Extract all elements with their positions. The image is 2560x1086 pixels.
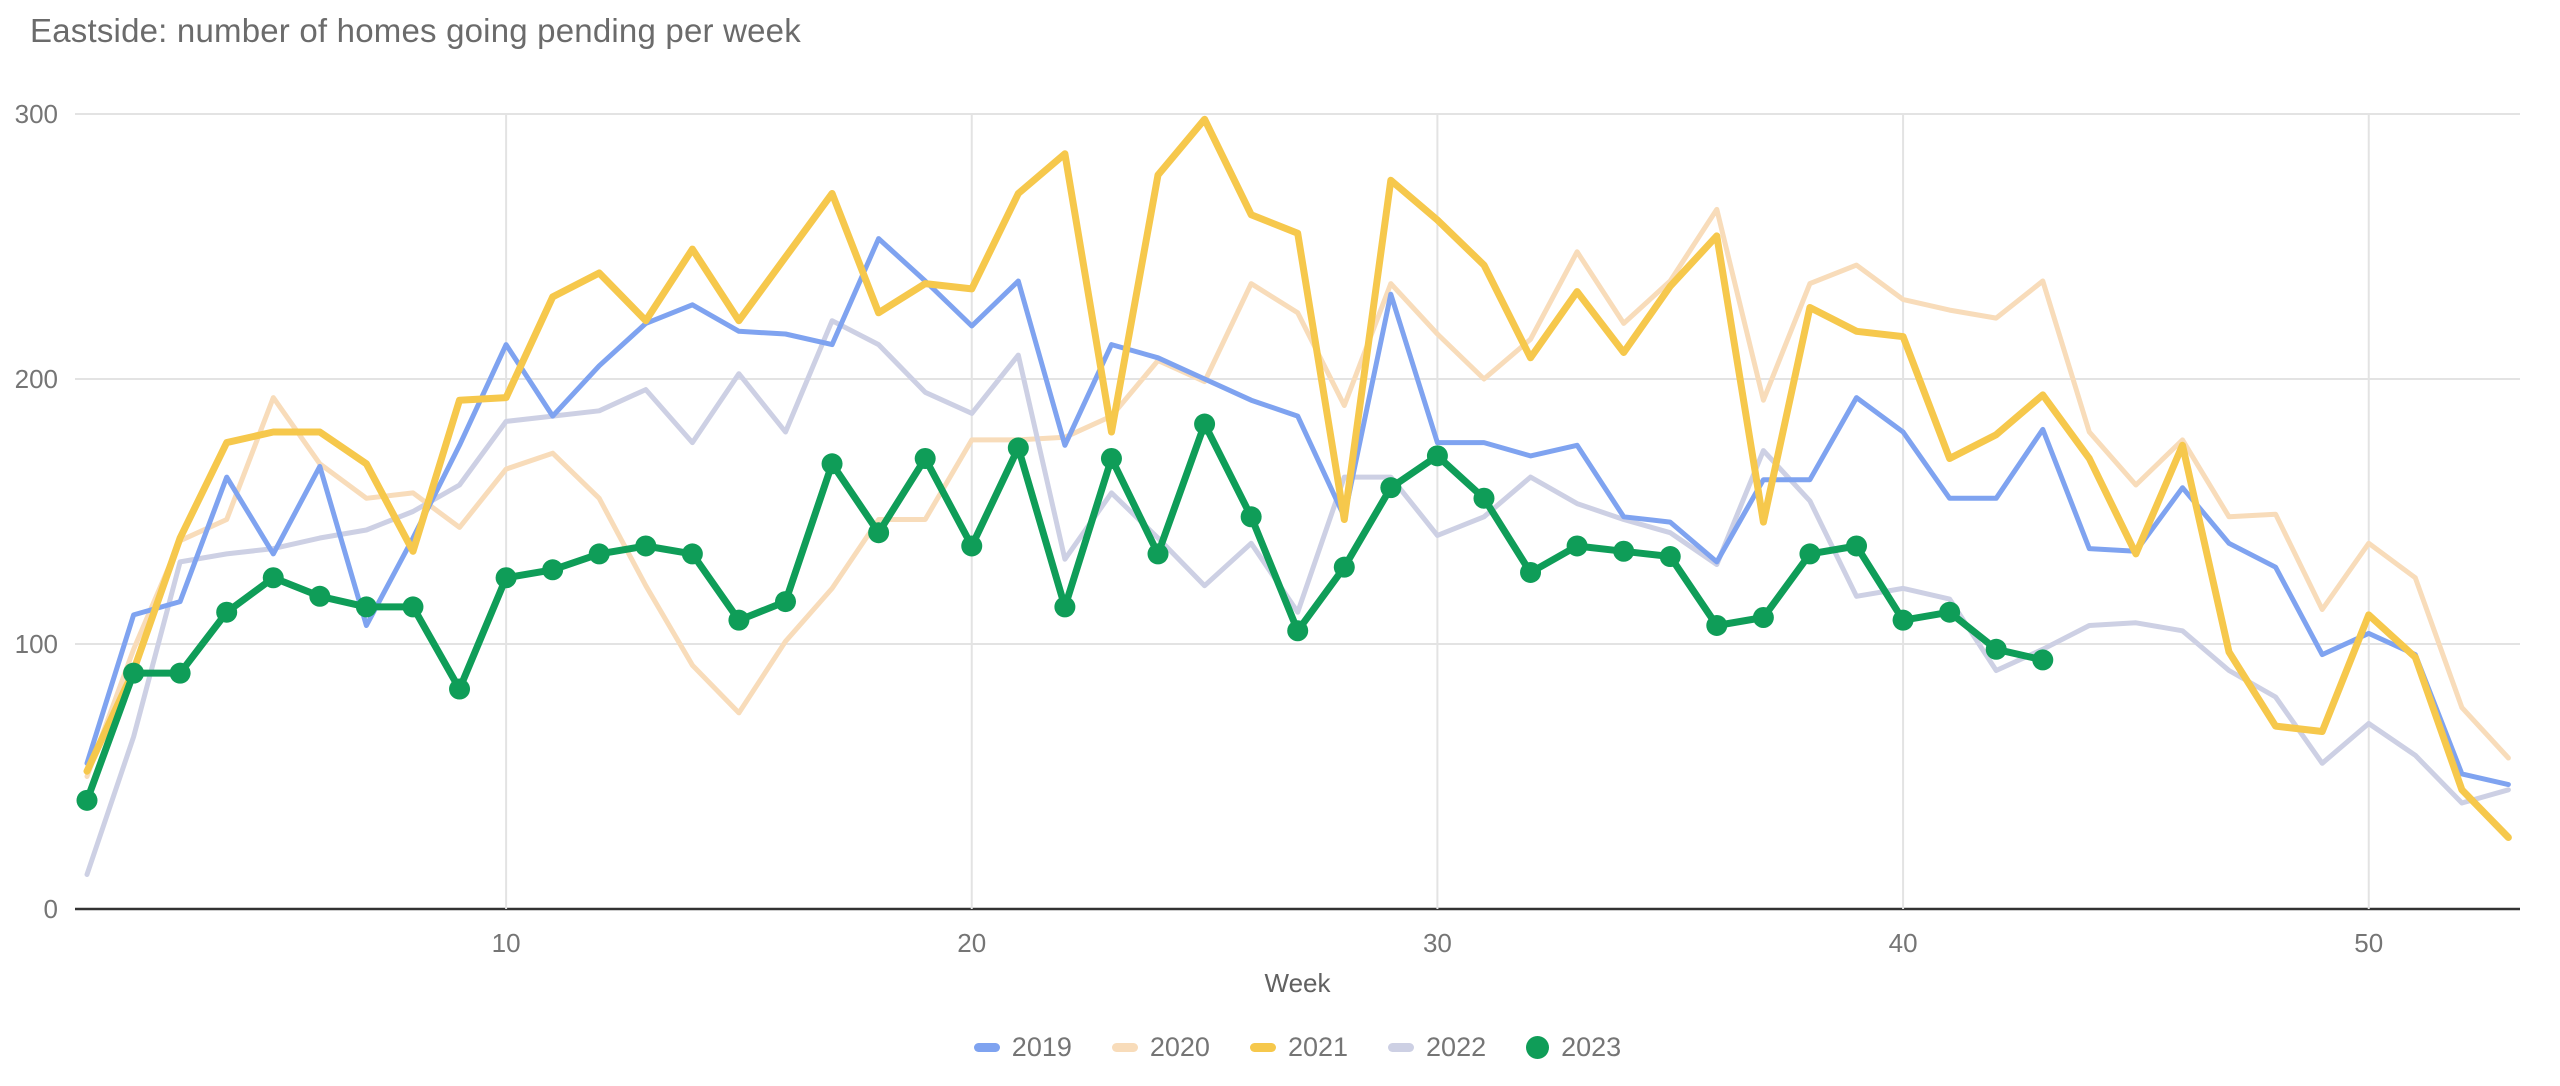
series-point-2023[interactable] (262, 567, 284, 589)
series-point-2023[interactable] (1426, 445, 1448, 467)
legend-label: 2019 (1011, 1032, 1072, 1062)
series-point-2023[interactable] (868, 522, 890, 544)
x-tick-label: 10 (492, 928, 521, 958)
legend: 2019 2020 2021 2022 2023 (75, 1032, 2520, 1063)
legend-label: 2022 (1426, 1032, 1487, 1062)
x-tick-label: 30 (1423, 928, 1452, 958)
series-point-2023[interactable] (216, 601, 238, 623)
y-tick-label: 0 (44, 894, 58, 924)
series-point-2023[interactable] (1054, 596, 1076, 618)
x-tick-label: 40 (1889, 928, 1918, 958)
series-point-2023[interactable] (2032, 649, 2054, 671)
legend-label: 2021 (1287, 1032, 1349, 1062)
series-point-2023[interactable] (821, 453, 843, 475)
chart-title: Eastside: number of homes going pending … (30, 12, 801, 49)
series-point-2023[interactable] (1706, 614, 1728, 636)
series-point-2023[interactable] (774, 591, 796, 613)
series-point-2023[interactable] (1147, 543, 1169, 565)
legend-item-2022[interactable]: 2022 (1388, 1032, 1486, 1063)
series-point-2023[interactable] (1333, 556, 1355, 578)
legend-line-marker-2020 (1111, 1043, 1138, 1052)
series-point-2023[interactable] (1380, 477, 1402, 499)
legend-line-marker-2021 (1249, 1043, 1276, 1052)
series-point-2023[interactable] (961, 535, 983, 557)
series-point-2023[interactable] (1007, 437, 1029, 459)
series-point-2023[interactable] (1985, 638, 2007, 660)
y-tick-label: 100 (15, 629, 58, 659)
series-point-2023[interactable] (309, 585, 331, 607)
series-line-2022[interactable] (84, 318, 2511, 877)
series-point-2023[interactable] (169, 662, 191, 684)
series-point-2023[interactable] (681, 543, 703, 565)
series-point-2023[interactable] (1659, 546, 1681, 568)
legend-label: 2023 (1561, 1032, 1622, 1062)
legend-item-2020[interactable]: 2020 (1111, 1032, 1210, 1063)
series-point-2023[interactable] (1939, 601, 1961, 623)
x-tick-label: 50 (2354, 928, 2383, 958)
series-point-2023[interactable] (1799, 543, 1821, 565)
series-point-2023[interactable] (1892, 609, 1914, 631)
y-tick-label: 200 (15, 364, 58, 394)
legend-item-2021[interactable]: 2021 (1249, 1032, 1349, 1063)
series-point-2023[interactable] (1240, 506, 1262, 528)
x-axis-title: Week (1264, 968, 1331, 998)
series-point-2023[interactable] (635, 535, 657, 557)
legend-item-2019[interactable]: 2019 (973, 1032, 1072, 1063)
x-tick-label: 20 (957, 928, 986, 958)
series-point-2023[interactable] (402, 596, 424, 618)
legend-item-2023[interactable]: 2023 (1526, 1032, 1621, 1063)
series-point-2023[interactable] (123, 662, 145, 684)
series-point-2023[interactable] (449, 678, 471, 700)
series-point-2023[interactable] (542, 559, 564, 581)
series-point-2023[interactable] (1287, 620, 1309, 642)
series-line-2021[interactable] (83, 115, 2512, 841)
legend-label: 2020 (1149, 1032, 1210, 1062)
series-line-2020[interactable] (84, 206, 2511, 779)
series-point-2023[interactable] (588, 543, 610, 565)
series-point-2023[interactable] (914, 448, 936, 469)
series-point-2023[interactable] (1752, 607, 1774, 628)
legend-line-marker-2019 (973, 1043, 1000, 1052)
series-point-2023[interactable] (76, 789, 98, 811)
series-point-2023[interactable] (495, 567, 517, 589)
series-point-2023[interactable] (355, 596, 377, 618)
legend-dot-marker-2023 (1526, 1036, 1550, 1059)
series-point-2023[interactable] (1520, 561, 1542, 583)
series-point-2023[interactable] (1473, 487, 1495, 509)
series-point-2023[interactable] (1566, 535, 1588, 557)
series-point-2023[interactable] (1194, 413, 1216, 435)
legend-line-marker-2022 (1388, 1043, 1415, 1052)
series-point-2023[interactable] (1846, 535, 1868, 557)
y-tick-label: 300 (15, 99, 58, 129)
series-point-2023[interactable] (1100, 448, 1122, 469)
series-point-2023[interactable] (1613, 540, 1635, 562)
series-line-2019[interactable] (84, 236, 2511, 787)
series-point-2023[interactable] (728, 609, 750, 631)
